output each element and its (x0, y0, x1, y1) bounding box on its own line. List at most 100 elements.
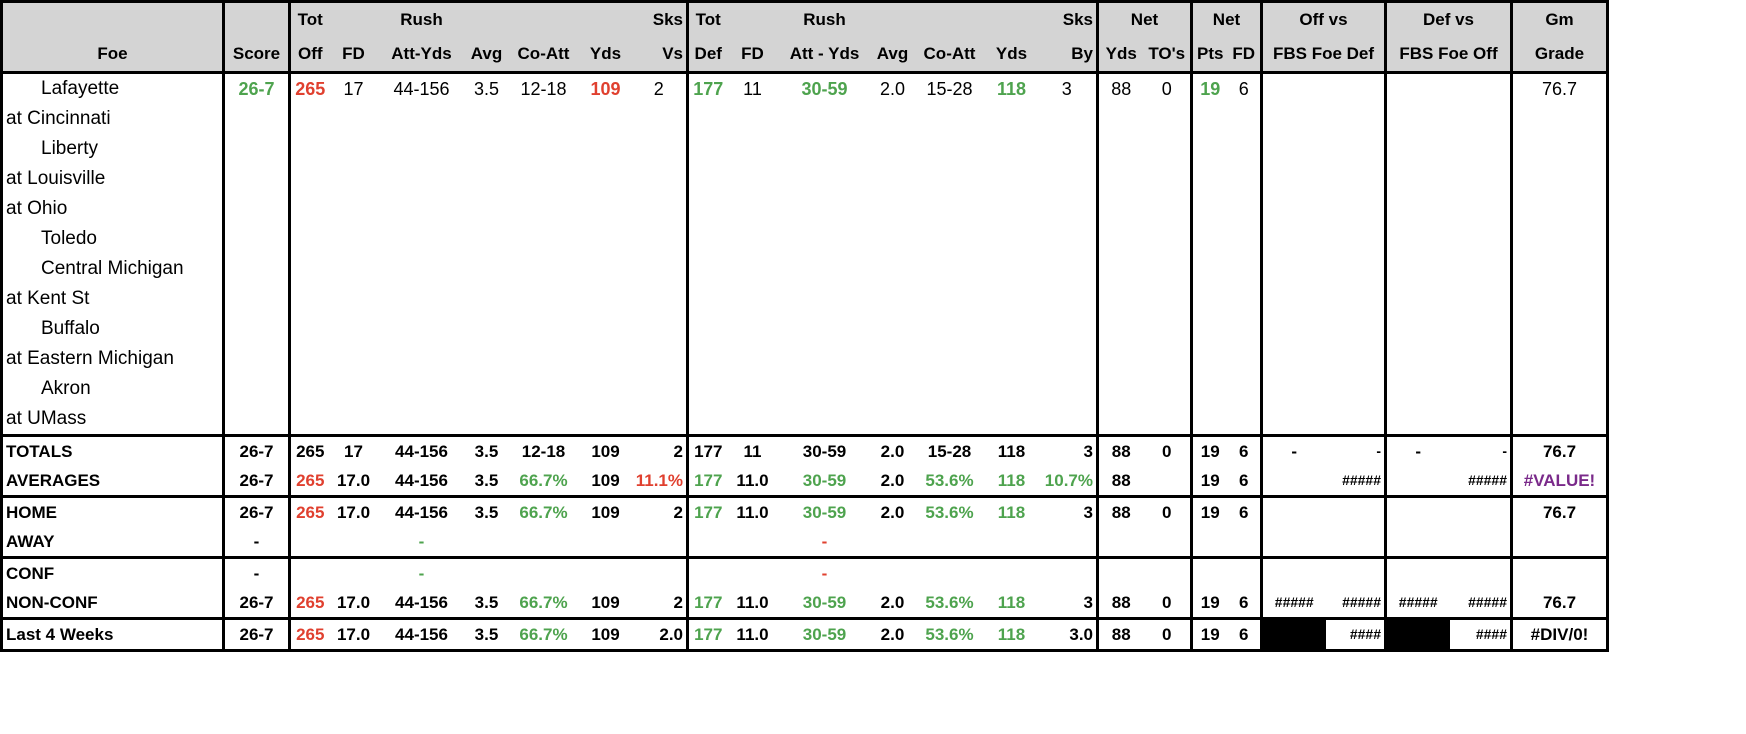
stat-cell (378, 164, 466, 194)
stat-cell: ##### (1325, 466, 1386, 498)
stat-cell (913, 527, 986, 559)
stat-cell (728, 194, 778, 224)
stat-cell (1190, 344, 1228, 374)
stat-cell: ##### (1325, 588, 1386, 620)
stat-cell (466, 314, 508, 344)
stat-cell (330, 374, 378, 404)
stat-cell: 30-59 (802, 503, 847, 522)
stat-cell: 2.0 (880, 442, 905, 461)
stat-cell (986, 344, 1038, 374)
header-cell (871, 0, 914, 37)
stat-cell: 118 (985, 466, 1038, 498)
stat-cell: 3.5 (474, 442, 499, 461)
stat-cell (1143, 466, 1192, 498)
stat-cell (1510, 224, 1609, 254)
stat-cell (986, 254, 1038, 284)
stat-cell: 26-7 (223, 588, 291, 620)
stat-cell: 30-59 (777, 617, 872, 652)
stat-cell: 3.5 (465, 588, 508, 620)
stat-cell (1228, 104, 1262, 134)
stat-cell (688, 224, 728, 254)
stat-cell: #### (1325, 617, 1386, 652)
stat-cell (377, 404, 466, 437)
header-cell: Sks (631, 0, 689, 37)
stat-cell (1384, 164, 1450, 194)
stat-cell (466, 284, 508, 314)
stat-cell (1384, 527, 1450, 559)
stat-cell (1326, 558, 1386, 589)
stat-cell (329, 527, 378, 559)
stat-cell: 118 (996, 79, 1027, 99)
stat-cell: 88 (1111, 442, 1131, 461)
stat-cell (465, 527, 508, 559)
stat-cell: 3 (1037, 588, 1099, 620)
stat-cell (1510, 527, 1609, 559)
header-cell (985, 0, 1038, 37)
stat-cell (1037, 374, 1099, 404)
stat-cell (290, 254, 330, 284)
stat-cell (580, 194, 632, 224)
stat-cell (1450, 314, 1512, 344)
stat-cell (466, 104, 508, 134)
stat-cell: 6 (1227, 588, 1262, 620)
stat-cell: #VALUE! (1510, 466, 1609, 498)
stat-cell (986, 224, 1038, 254)
stat-cell: 44-156 (377, 466, 466, 498)
stat-cell (1190, 134, 1228, 164)
stat-cell (1190, 254, 1228, 284)
stat-cell (631, 254, 689, 284)
stat-cell (508, 164, 580, 194)
stat-cell (778, 134, 872, 164)
stat-cell (466, 558, 508, 589)
header-cell: Rush (377, 0, 466, 37)
stat-cell: - (1376, 443, 1381, 459)
stat-cell: 2.0 (631, 617, 689, 652)
stat-cell: ##### (1384, 588, 1450, 620)
stat-cell (1260, 104, 1326, 134)
stat-cell: 2.0 (871, 466, 914, 498)
stat-cell (1260, 404, 1326, 437)
stat-cell (728, 558, 778, 589)
stat-cell (1098, 164, 1144, 194)
stat-cell (290, 314, 330, 344)
stat-cell: 0 (1161, 79, 1172, 99)
stat-cell (1510, 164, 1609, 194)
game-row: Akron (0, 374, 1609, 404)
stat-cell (1450, 164, 1512, 194)
stat-cell (1510, 404, 1609, 437)
header-cell: Sks (1037, 0, 1099, 37)
stat-cell (1037, 254, 1099, 284)
stat-cell (872, 314, 914, 344)
stat-cell (1144, 314, 1192, 344)
stat-cell: 53.6% (925, 503, 974, 522)
stat-cell (1326, 284, 1386, 314)
game-row: at Cincinnati (0, 104, 1609, 134)
stat-cell (579, 527, 632, 559)
stat-cell (1384, 224, 1450, 254)
stat-cell: 66.7% (507, 617, 580, 652)
stat-cell (1326, 314, 1386, 344)
stat-cell (1510, 254, 1609, 284)
stat-cell (728, 224, 778, 254)
stat-cell (871, 527, 914, 559)
stat-cell (914, 314, 986, 344)
stat-cell (728, 164, 778, 194)
stat-cell: 109 (591, 503, 620, 522)
stat-cell (1384, 496, 1450, 527)
stat-cell (914, 284, 986, 314)
stat-cell (1144, 344, 1192, 374)
stat-cell (727, 527, 778, 559)
stat-cell (580, 284, 632, 314)
stat-cell (1450, 284, 1512, 314)
stat-cell (508, 134, 580, 164)
stat-cell (466, 194, 508, 224)
stat-cell (1260, 314, 1326, 344)
stat-cell (1228, 374, 1262, 404)
stat-cell: 88 (1097, 617, 1144, 652)
summary-label: AVERAGES (0, 466, 225, 498)
stat-cell (986, 284, 1038, 314)
stat-cell (1143, 404, 1192, 437)
header-cell: Att - Yds (777, 37, 872, 74)
stat-cell (1144, 374, 1192, 404)
stat-cell (1227, 404, 1262, 437)
